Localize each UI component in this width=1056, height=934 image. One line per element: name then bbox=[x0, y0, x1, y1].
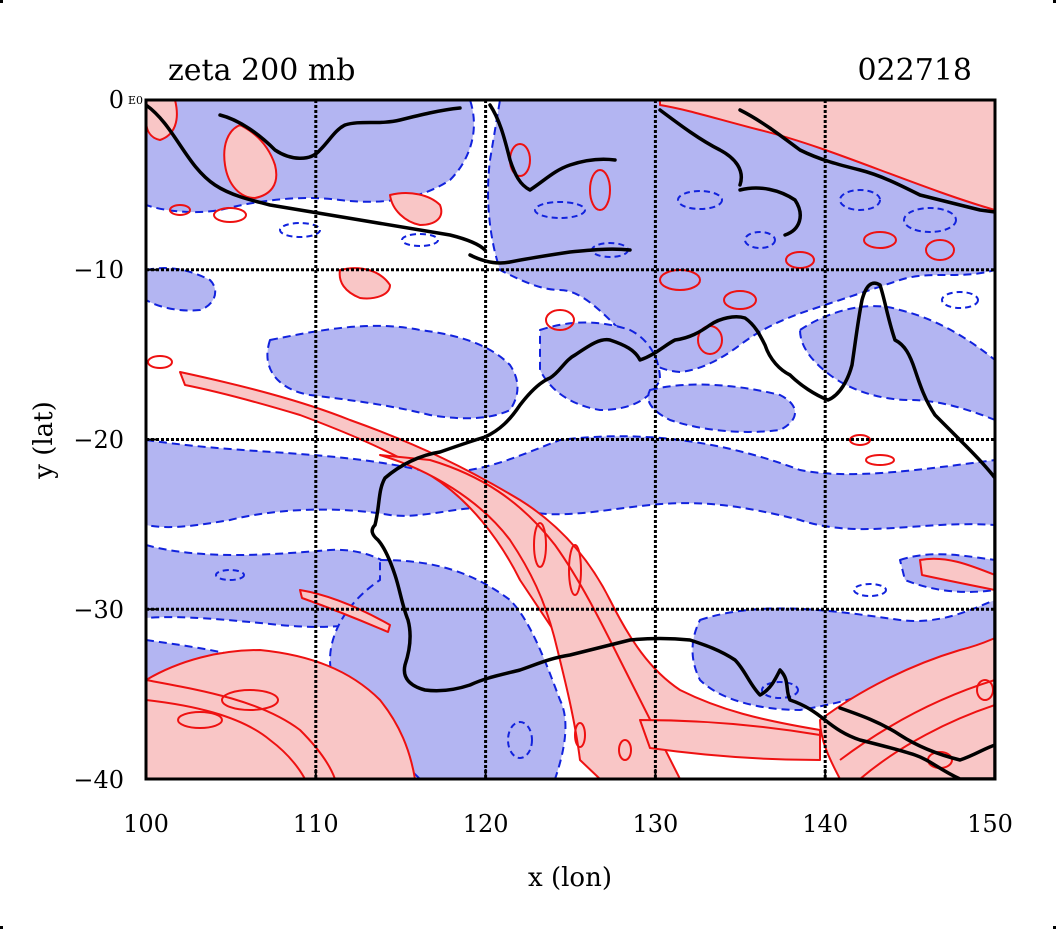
indonesia-coastline bbox=[146, 103, 487, 252]
negative-region bbox=[146, 435, 995, 531]
timestamp-label: 022718 bbox=[857, 53, 972, 88]
y-tick-label: −10 bbox=[73, 256, 124, 284]
x-tick-label: 150 bbox=[967, 810, 1013, 838]
x-tick-labels: 100 110 120 130 140 150 bbox=[123, 810, 1013, 838]
coastline-layer bbox=[146, 103, 995, 779]
negative-contour bbox=[761, 681, 799, 699]
y-tick-labels: 0 −10 −20 −30 −40 E0 bbox=[73, 86, 143, 794]
positive-contour bbox=[574, 722, 586, 748]
corner-mark bbox=[0, 0, 3, 3]
positive-contour bbox=[849, 434, 871, 446]
negative-contour bbox=[839, 189, 881, 211]
negative-contour bbox=[677, 190, 723, 210]
negative-contour bbox=[534, 201, 586, 219]
corner-mark bbox=[1053, 926, 1056, 929]
positive-contour bbox=[146, 679, 336, 779]
new-guinea-coastline bbox=[738, 108, 995, 214]
negative-contour bbox=[279, 222, 321, 238]
indonesia-coastline bbox=[488, 103, 617, 192]
positive-contour bbox=[839, 679, 995, 761]
y-tick-label: −40 bbox=[73, 766, 124, 794]
indonesia-coastline bbox=[468, 247, 632, 265]
positive-contour bbox=[213, 207, 247, 223]
positive-contour bbox=[659, 269, 701, 291]
positive-contour bbox=[177, 711, 223, 729]
positive-contour bbox=[976, 679, 994, 701]
positive-contour bbox=[221, 689, 279, 711]
negative-contour bbox=[215, 569, 245, 581]
negative-contour bbox=[903, 207, 957, 233]
positive-region bbox=[659, 100, 995, 211]
positive-contour bbox=[147, 355, 173, 369]
australia-coastline bbox=[370, 281, 995, 779]
positive-contour bbox=[723, 290, 757, 310]
corner-tag: E0 bbox=[128, 94, 143, 107]
corner-mark bbox=[1053, 0, 1056, 3]
grid-lines bbox=[146, 100, 995, 779]
x-axis-label: x (lon) bbox=[528, 863, 612, 893]
positive-region bbox=[919, 557, 995, 591]
positive-contour bbox=[785, 251, 815, 269]
negative-contour bbox=[401, 233, 439, 247]
positive-contour bbox=[618, 739, 632, 761]
y-axis-label: y (lat) bbox=[29, 401, 59, 480]
y-tick-label: −30 bbox=[73, 596, 124, 624]
negative-region bbox=[647, 383, 796, 433]
x-tick-label: 130 bbox=[632, 810, 678, 838]
positive-contour bbox=[568, 544, 582, 596]
positive-region bbox=[146, 649, 416, 779]
negative-region bbox=[539, 321, 661, 411]
negative-contour bbox=[744, 231, 776, 249]
tick-marks bbox=[145, 99, 996, 780]
positive-region bbox=[299, 589, 391, 633]
positive-vorticity-layer bbox=[146, 100, 995, 779]
x-tick-label: 140 bbox=[802, 810, 848, 838]
positive-region bbox=[379, 454, 681, 779]
island-coastline bbox=[838, 706, 995, 762]
positive-contour bbox=[925, 239, 955, 261]
small-contours bbox=[146, 143, 995, 779]
positive-region bbox=[389, 192, 443, 226]
island-coastline bbox=[738, 186, 802, 237]
negative-region bbox=[799, 305, 995, 421]
negative-contour bbox=[507, 721, 533, 759]
x-tick-label: 120 bbox=[463, 810, 509, 838]
negative-contour bbox=[941, 291, 979, 309]
positive-region bbox=[639, 719, 821, 761]
negative-region bbox=[487, 100, 995, 373]
map-title: zeta 200 mb bbox=[168, 53, 356, 88]
y-tick-label: 0 bbox=[109, 86, 124, 114]
island-coastline bbox=[658, 108, 743, 187]
positive-contour bbox=[545, 309, 575, 331]
corner-mark bbox=[0, 926, 3, 929]
positive-contour bbox=[589, 169, 611, 211]
y-tick-label: −20 bbox=[73, 426, 124, 454]
positive-contour bbox=[533, 522, 547, 568]
plot-area bbox=[146, 100, 995, 779]
positive-contour bbox=[865, 454, 895, 466]
x-tick-label: 100 bbox=[123, 810, 169, 838]
positive-contour bbox=[169, 204, 191, 216]
indonesia-coastline bbox=[218, 106, 462, 160]
negative-contour bbox=[853, 583, 887, 597]
positive-contour bbox=[863, 231, 897, 249]
positive-contour bbox=[859, 704, 995, 779]
positive-contour bbox=[146, 699, 306, 779]
positive-region bbox=[223, 124, 278, 199]
x-tick-label: 110 bbox=[293, 810, 339, 838]
negative-region bbox=[266, 324, 519, 420]
